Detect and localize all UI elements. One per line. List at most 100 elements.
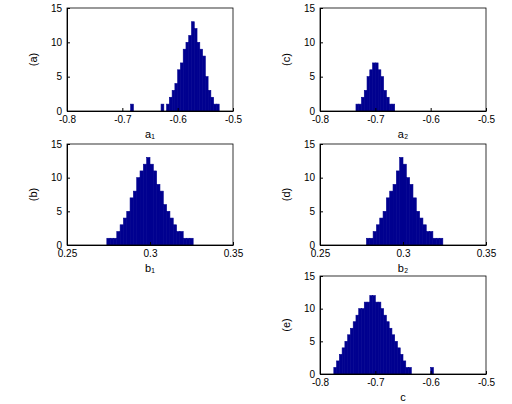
tick-label: -0.6 <box>423 377 441 388</box>
histogram-bar <box>370 296 373 374</box>
histogram-bar <box>373 63 376 111</box>
histogram-bar <box>187 238 190 245</box>
tick-mark <box>486 242 487 245</box>
histogram-bar <box>161 104 164 111</box>
tick-label: -0.5 <box>478 377 496 388</box>
y-axis: 051015 <box>304 3 323 117</box>
tick-label: 15 <box>304 139 316 150</box>
tick: 0 <box>56 106 70 117</box>
histogram-bar <box>403 164 406 245</box>
histogram-bar <box>364 302 367 374</box>
panel: 0.250.30.35051015b₂(d) <box>280 139 497 274</box>
tick: 0 <box>309 106 323 117</box>
tick-label: 0 <box>56 106 62 117</box>
tick-label: 0.35 <box>477 248 497 259</box>
histogram-bar <box>120 225 123 245</box>
tick: 15 <box>304 139 323 150</box>
tick: -0.6 <box>423 108 441 125</box>
histogram-bar <box>381 309 384 374</box>
histogram-bar <box>386 97 389 111</box>
histogram-bar <box>167 104 170 111</box>
histogram-bar <box>370 238 373 245</box>
tick-label: 0 <box>309 240 315 251</box>
tick-label: -0.5 <box>225 114 243 125</box>
histogram-bar <box>356 315 359 374</box>
plot-background <box>320 276 486 374</box>
tick: -0.6 <box>170 108 188 125</box>
histogram-bar <box>211 97 214 111</box>
histogram-bar <box>386 198 389 245</box>
histogram-bar <box>375 302 378 374</box>
histogram-bar <box>389 104 392 111</box>
histogram-bar <box>384 315 387 374</box>
panel: -0.8-0.7-0.6-0.5051015a₁(a) <box>27 3 243 140</box>
histogram-bar <box>197 42 200 111</box>
tick: 5 <box>309 206 323 217</box>
histogram-bar <box>130 198 133 245</box>
histogram-bar <box>409 367 412 374</box>
tick: 15 <box>51 139 70 150</box>
y-axis-title: (d) <box>280 188 292 201</box>
axis-line <box>68 245 234 246</box>
histogram-bar <box>137 178 140 245</box>
plot-background <box>320 144 486 245</box>
tick: 5 <box>56 71 70 82</box>
histogram-bar <box>147 157 150 245</box>
histogram-bar <box>117 232 120 245</box>
histogram-bar <box>110 238 113 245</box>
tick-mark <box>320 77 323 78</box>
histogram-bar <box>420 218 423 245</box>
histogram-bar <box>190 238 193 245</box>
histogram-bar <box>400 354 403 374</box>
tick: 15 <box>304 271 323 282</box>
x-axis-title: b₁ <box>145 262 155 274</box>
tick-mark <box>320 374 323 375</box>
tick-label: 15 <box>51 139 63 150</box>
tick-mark <box>320 144 323 145</box>
histogram-bar <box>160 191 163 245</box>
plot-frame <box>320 276 486 374</box>
panel: -0.8-0.7-0.6-0.5051015a₂(c) <box>280 3 496 140</box>
tick-mark <box>320 178 323 179</box>
histogram-bar <box>348 335 351 374</box>
tick-mark <box>486 371 487 374</box>
histogram-bar <box>389 328 392 374</box>
histogram-bar <box>180 63 183 111</box>
histogram-bar <box>178 70 181 111</box>
tick-label: 5 <box>309 206 315 217</box>
tick: -0.5 <box>225 108 243 125</box>
histogram-bar <box>440 238 443 245</box>
tick: 0.35 <box>224 242 244 259</box>
histogram-bar <box>381 77 384 111</box>
x-axis: 0.250.30.35 <box>311 242 497 259</box>
bars <box>356 63 395 111</box>
histogram-bar <box>367 77 370 111</box>
tick-mark <box>67 111 70 112</box>
panel: -0.8-0.7-0.6-0.5051015c(e) <box>280 271 496 403</box>
histogram-bar <box>216 104 219 111</box>
histogram-bar <box>383 211 386 245</box>
tick-label: -0.5 <box>478 114 496 125</box>
tick-mark <box>375 108 376 111</box>
tick-mark <box>431 108 432 111</box>
y-axis-title: (a) <box>27 53 39 66</box>
tick: 10 <box>304 172 323 183</box>
tick-label: 15 <box>304 271 316 282</box>
x-axis-title: a₂ <box>398 128 408 140</box>
histogram-bar <box>378 70 381 111</box>
histogram-bar <box>416 211 419 245</box>
tick: -0.5 <box>478 371 496 388</box>
histogram-bar <box>390 191 393 245</box>
tick: 0 <box>309 240 323 251</box>
tick-label: 5 <box>309 336 315 347</box>
histogram-bar <box>400 157 403 245</box>
y-axis-title: (b) <box>27 188 39 201</box>
tick-label: 0 <box>56 240 62 251</box>
histogram-bar <box>177 232 180 245</box>
histogram-bar <box>397 348 400 374</box>
histogram-bar <box>345 341 348 374</box>
tick: -0.7 <box>367 371 385 388</box>
histogram-bar <box>396 171 399 245</box>
histogram-bar <box>376 225 379 245</box>
histogram-bar <box>406 178 409 245</box>
